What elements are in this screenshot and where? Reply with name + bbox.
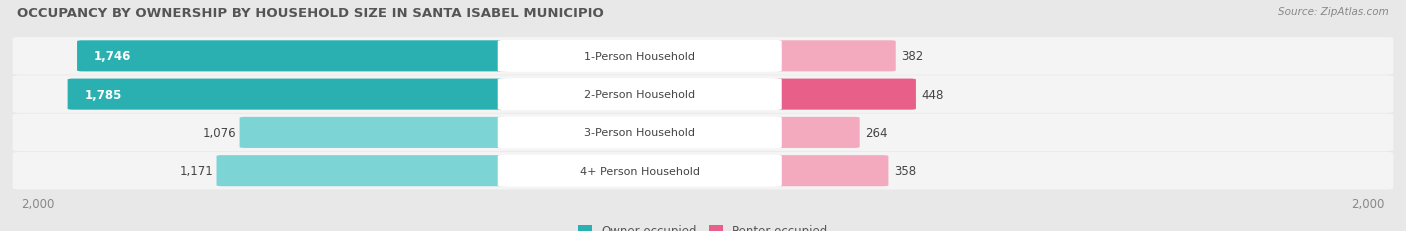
Legend: Owner-occupied, Renter-occupied: Owner-occupied, Renter-occupied [578, 224, 828, 231]
FancyBboxPatch shape [768, 41, 896, 72]
FancyBboxPatch shape [498, 41, 782, 73]
Text: 4+ Person Household: 4+ Person Household [579, 166, 700, 176]
Text: 1,171: 1,171 [180, 164, 214, 177]
Text: 264: 264 [865, 126, 887, 139]
FancyBboxPatch shape [768, 79, 915, 110]
FancyBboxPatch shape [67, 79, 512, 110]
FancyBboxPatch shape [498, 79, 782, 111]
FancyBboxPatch shape [77, 41, 512, 72]
FancyBboxPatch shape [13, 76, 1393, 113]
FancyBboxPatch shape [13, 152, 1393, 190]
Text: 1,785: 1,785 [84, 88, 122, 101]
Text: OCCUPANCY BY OWNERSHIP BY HOUSEHOLD SIZE IN SANTA ISABEL MUNICIPIO: OCCUPANCY BY OWNERSHIP BY HOUSEHOLD SIZE… [17, 7, 603, 20]
Text: 3-Person Household: 3-Person Household [585, 128, 695, 138]
Text: 358: 358 [894, 164, 917, 177]
Text: 2-Person Household: 2-Person Household [583, 90, 696, 100]
Text: 1-Person Household: 1-Person Household [585, 52, 695, 62]
FancyBboxPatch shape [239, 117, 512, 148]
Text: 382: 382 [901, 50, 924, 63]
Text: 2,000: 2,000 [21, 197, 55, 210]
FancyBboxPatch shape [498, 117, 782, 149]
Text: 2,000: 2,000 [1351, 197, 1385, 210]
FancyBboxPatch shape [498, 155, 782, 187]
Text: 1,746: 1,746 [94, 50, 131, 63]
FancyBboxPatch shape [13, 114, 1393, 152]
FancyBboxPatch shape [217, 155, 512, 186]
FancyBboxPatch shape [768, 117, 859, 148]
Text: Source: ZipAtlas.com: Source: ZipAtlas.com [1278, 7, 1389, 17]
Text: 448: 448 [921, 88, 943, 101]
FancyBboxPatch shape [768, 155, 889, 186]
Text: 1,076: 1,076 [202, 126, 236, 139]
FancyBboxPatch shape [13, 38, 1393, 75]
